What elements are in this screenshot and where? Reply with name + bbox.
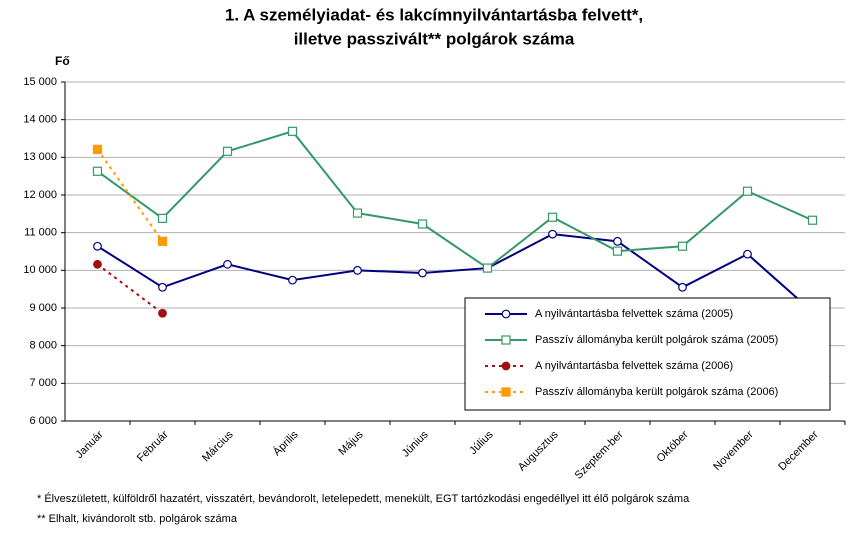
data-point bbox=[548, 229, 557, 239]
data-point bbox=[353, 265, 362, 275]
legend-label: Passzív állományba került polgárok száma… bbox=[535, 334, 778, 346]
footnote: ** Elhalt, kivándorolt stb. polgárok szá… bbox=[37, 513, 238, 525]
data-point bbox=[92, 144, 103, 155]
series-line bbox=[96, 148, 164, 242]
legend-label: A nyilvántartásba felvettek száma (2005) bbox=[535, 308, 733, 320]
chart-title: illetve passzivált** polgárok száma bbox=[294, 29, 575, 48]
data-point bbox=[352, 208, 363, 218]
data-point bbox=[158, 282, 167, 292]
legend-marker bbox=[501, 335, 511, 345]
data-point bbox=[678, 282, 687, 292]
x-tick-label: November bbox=[711, 428, 756, 473]
data-point bbox=[547, 212, 558, 222]
data-point bbox=[93, 259, 102, 269]
series-line bbox=[96, 130, 813, 270]
x-tick-label: Október bbox=[655, 428, 691, 464]
y-tick-label: 15 000 bbox=[23, 76, 57, 88]
footnote: * Élveszületett, külföldről hazatért, vi… bbox=[37, 492, 690, 505]
data-point bbox=[417, 219, 428, 229]
data-point bbox=[287, 126, 298, 136]
data-point bbox=[807, 215, 818, 225]
data-point bbox=[222, 146, 233, 156]
x-tick-label: Július bbox=[467, 428, 496, 457]
data-point bbox=[742, 186, 753, 196]
data-point bbox=[288, 275, 297, 285]
x-tick-label: Május bbox=[336, 428, 366, 458]
y-tick-label: 7 000 bbox=[29, 377, 57, 389]
y-tick-label: 13 000 bbox=[23, 151, 57, 163]
data-point bbox=[612, 246, 623, 256]
data-point bbox=[223, 259, 232, 269]
x-tick-label: Január bbox=[73, 428, 106, 461]
data-point bbox=[418, 268, 427, 278]
y-tick-label: 10 000 bbox=[23, 264, 57, 276]
y-tick-label: 11 000 bbox=[24, 227, 57, 239]
x-tick-label: Június bbox=[400, 428, 431, 459]
y-tick-label: 8 000 bbox=[29, 340, 57, 352]
legend-box bbox=[464, 297, 831, 411]
data-point bbox=[157, 213, 168, 223]
data-point bbox=[613, 236, 622, 246]
legend: A nyilvántartásba felvettek száma (2005)… bbox=[464, 297, 831, 411]
x-tick-label: Szeptem-ber bbox=[573, 428, 626, 481]
data-point bbox=[92, 166, 103, 176]
data-point bbox=[482, 263, 493, 273]
data-point bbox=[93, 241, 102, 251]
legend-label: A nyilvántartásba felvettek száma (2006) bbox=[535, 360, 733, 372]
series-line bbox=[96, 233, 814, 313]
legend-marker bbox=[501, 361, 511, 371]
x-tick-label: Február bbox=[135, 428, 171, 464]
legend-marker bbox=[501, 309, 511, 319]
y-axis-title: Fő bbox=[55, 54, 70, 68]
y-tick-label: 12 000 bbox=[23, 189, 57, 201]
y-tick-label: 14 000 bbox=[23, 114, 57, 126]
y-tick-label: 6 000 bbox=[29, 415, 57, 427]
data-point bbox=[157, 236, 168, 246]
x-tick-label: Április bbox=[270, 428, 301, 459]
data-point bbox=[743, 249, 752, 259]
chart-title: 1. A személyiadat- és lakcímnyilvántartá… bbox=[225, 5, 643, 24]
legend-label: Passzív állományba került polgárok száma… bbox=[535, 386, 778, 398]
data-point bbox=[677, 241, 688, 251]
x-tick-label: Augusztus bbox=[516, 428, 561, 473]
data-point bbox=[158, 308, 167, 318]
x-tick-label: December bbox=[776, 428, 821, 473]
y-tick-label: 9 000 bbox=[29, 302, 57, 314]
legend-marker bbox=[501, 387, 511, 397]
series-line bbox=[96, 263, 164, 315]
x-tick-label: Március bbox=[200, 428, 236, 464]
